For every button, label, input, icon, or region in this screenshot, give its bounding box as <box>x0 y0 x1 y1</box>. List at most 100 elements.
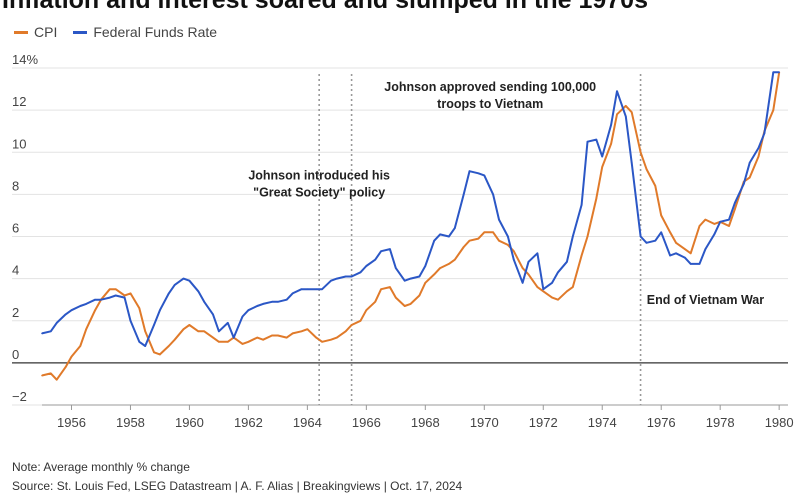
data-point-fed-funds <box>462 193 465 196</box>
data-point-fed-funds <box>277 300 279 303</box>
data-point-fed-funds <box>256 305 259 307</box>
data-point-cpi <box>380 288 382 290</box>
data-point-cpi <box>79 345 82 347</box>
annotation-text: End of Vietnam War <box>647 293 765 307</box>
data-point-cpi <box>306 328 309 330</box>
data-point-fed-funds <box>330 279 332 282</box>
data-point-fed-funds <box>197 290 200 293</box>
data-point-fed-funds <box>218 330 220 333</box>
data-point-fed-funds <box>683 256 686 259</box>
x-tick-label: 1976 <box>647 415 676 430</box>
data-point-cpi <box>389 286 391 288</box>
data-point-cpi <box>300 330 303 333</box>
data-point-cpi <box>291 332 294 335</box>
data-point-fed-funds <box>630 161 633 164</box>
x-tick-label: 1966 <box>352 415 381 430</box>
data-point-cpi <box>395 296 397 299</box>
data-point-cpi <box>247 341 250 343</box>
data-point-fed-funds <box>380 250 382 253</box>
data-point-cpi <box>713 223 716 225</box>
x-tick-label: 1968 <box>411 415 440 430</box>
data-point-fed-funds <box>639 235 642 238</box>
data-point-cpi <box>188 324 191 326</box>
data-point-cpi <box>586 235 589 238</box>
data-point-fed-funds <box>645 242 648 244</box>
annotation-text: Johnson introduced his "Great Society" po… <box>248 169 390 200</box>
data-point-fed-funds <box>616 90 618 92</box>
data-point-fed-funds <box>610 124 612 126</box>
x-tick-label: 1978 <box>706 415 735 430</box>
data-point-cpi <box>536 286 539 288</box>
data-point-fed-funds <box>321 288 323 290</box>
data-point-fed-funds <box>374 258 376 261</box>
data-point-cpi <box>129 292 132 295</box>
data-point-cpi <box>601 166 604 168</box>
data-point-cpi <box>683 248 686 250</box>
data-point-fed-funds <box>660 231 663 234</box>
data-point-cpi <box>542 290 545 293</box>
data-point-cpi <box>669 231 671 234</box>
data-point-fed-funds <box>527 260 530 263</box>
data-point-fed-funds <box>100 298 102 301</box>
data-point-cpi <box>241 343 244 345</box>
annotation-text-line: "Great Society" policy <box>253 186 385 200</box>
data-point-fed-funds <box>477 172 480 175</box>
data-point-cpi <box>182 328 185 330</box>
data-point-fed-funds <box>498 218 500 221</box>
data-point-fed-funds <box>757 147 760 149</box>
data-point-fed-funds <box>483 174 486 177</box>
data-point-cpi <box>610 143 612 145</box>
data-point-cpi <box>507 244 509 246</box>
data-point-fed-funds <box>247 309 250 312</box>
data-point-cpi <box>557 298 559 301</box>
data-point-fed-funds <box>742 183 745 185</box>
x-tick-label: 1972 <box>529 415 558 430</box>
data-point-fed-funds <box>521 282 524 284</box>
data-point-fed-funds <box>85 303 88 305</box>
data-point-fed-funds <box>55 322 58 324</box>
data-point-fed-funds <box>109 296 111 299</box>
x-tick-label: 1958 <box>116 415 145 430</box>
data-point-cpi <box>218 341 220 343</box>
data-point-fed-funds <box>704 248 707 250</box>
data-point-fed-funds <box>719 220 721 223</box>
data-point-fed-funds <box>439 233 441 236</box>
data-point-fed-funds <box>536 252 539 255</box>
data-point-fed-funds <box>138 341 141 343</box>
x-tick-label: 1964 <box>293 415 322 430</box>
y-tick-label: 6 <box>12 221 19 236</box>
y-tick-label: 4 <box>12 263 19 278</box>
data-point-cpi <box>144 330 147 333</box>
data-point-cpi <box>551 296 553 299</box>
data-point-cpi <box>757 155 760 158</box>
data-point-cpi <box>566 290 568 293</box>
chart-legend: CPI Federal Funds Rate <box>14 24 217 40</box>
data-point-fed-funds <box>595 138 598 141</box>
data-point-fed-funds <box>203 300 205 303</box>
data-point-fed-funds <box>625 115 627 118</box>
data-point-cpi <box>159 353 161 356</box>
data-point-fed-funds <box>241 315 244 318</box>
data-point-fed-funds <box>173 284 176 286</box>
data-point-cpi <box>277 334 279 337</box>
data-point-fed-funds <box>689 263 692 265</box>
data-point-cpi <box>262 338 264 341</box>
data-point-fed-funds <box>123 296 126 299</box>
data-point-cpi <box>748 176 751 179</box>
data-point-fed-funds <box>291 292 294 295</box>
data-point-cpi <box>41 374 43 377</box>
data-point-cpi <box>85 328 88 330</box>
legend-swatch-fed-funds <box>73 30 88 34</box>
x-tick-label: 1962 <box>234 415 263 430</box>
data-point-fed-funds <box>79 305 82 307</box>
data-point-fed-funds <box>728 218 730 221</box>
data-point-fed-funds <box>365 265 368 267</box>
data-point-fed-funds <box>64 313 67 316</box>
data-point-fed-funds <box>226 322 229 324</box>
data-point-cpi <box>64 366 67 368</box>
data-point-cpi <box>153 351 155 354</box>
data-point-fed-funds <box>159 309 161 312</box>
data-point-cpi <box>55 378 58 381</box>
data-point-fed-funds <box>551 282 553 284</box>
